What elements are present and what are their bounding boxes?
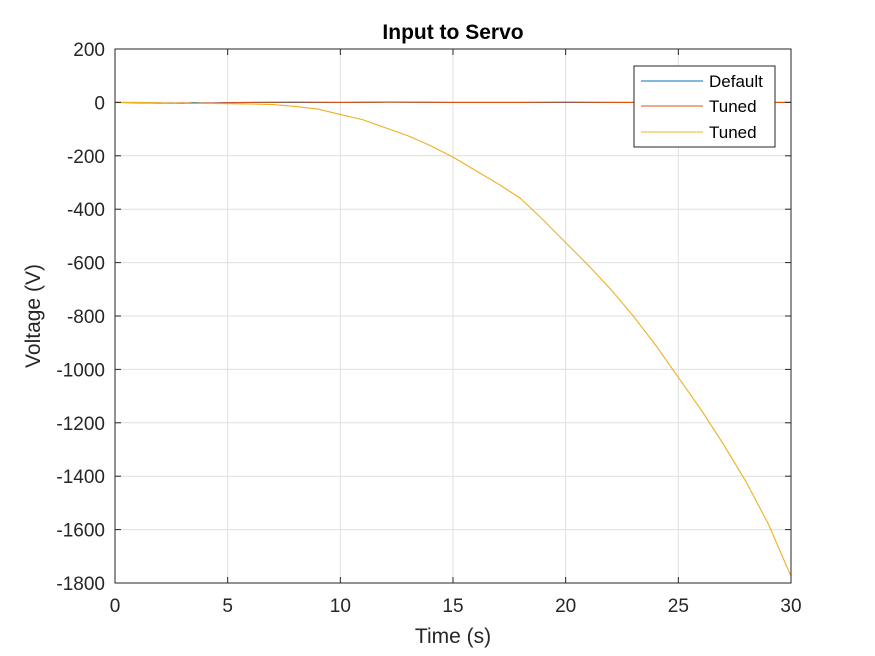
legend-label-tuned-2: Tuned — [709, 123, 757, 142]
y-tick-label: -600 — [67, 254, 105, 275]
x-tick-label: 30 — [780, 596, 801, 617]
x-tick-label: 20 — [555, 596, 576, 617]
y-tick-label: -800 — [67, 307, 105, 328]
x-tick-label: 5 — [222, 596, 233, 617]
x-axis-label: Time (s) — [415, 625, 491, 648]
y-tick-label: -1800 — [56, 574, 105, 595]
x-tick-label: 10 — [330, 596, 351, 617]
series-lines — [114, 101, 792, 577]
axes — [114, 48, 792, 584]
chart-title: Input to Servo — [382, 21, 523, 44]
y-tick-label: -1000 — [56, 360, 105, 381]
y-tick-label: -1600 — [56, 521, 105, 542]
legend-label-tuned-1: Tuned — [709, 97, 757, 116]
y-tick-label: -1200 — [56, 414, 105, 435]
legend-label-default: Default — [709, 72, 763, 91]
y-tick-labels: 200 0 -200 -400 -600 -800 -1000 -1200 -1400 -1600… — [56, 40, 105, 595]
y-tick-label: -1400 — [56, 467, 105, 488]
legend: Default Tuned Tuned — [633, 65, 776, 148]
y-tick-label: -400 — [67, 200, 105, 221]
x-tick-label: 15 — [442, 596, 463, 617]
x-tick-labels: 0 5 10 15 20 25 30 — [110, 596, 802, 617]
x-tick-label: 0 — [110, 596, 121, 617]
y-tick-label: 0 — [94, 93, 105, 114]
x-tick-label: 25 — [668, 596, 689, 617]
y-axis-label: Voltage (V) — [22, 264, 45, 368]
series-line-tuned-2 — [115, 101, 792, 577]
y-tick-label: -200 — [67, 147, 105, 168]
y-tick-label: 200 — [73, 40, 105, 61]
